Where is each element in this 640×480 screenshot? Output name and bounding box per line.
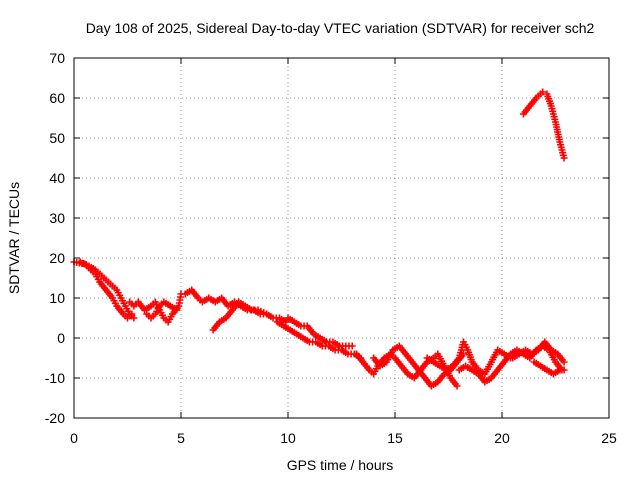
data-point-marker xyxy=(348,342,356,350)
grid-lines xyxy=(74,58,609,418)
x-tick-label: 0 xyxy=(70,430,78,446)
y-tick-label: -20 xyxy=(45,410,65,426)
data-point-marker xyxy=(263,310,271,318)
y-axis-label: SDTVAR / TECUs xyxy=(6,182,22,294)
series-track-g xyxy=(284,314,356,350)
data-point-marker xyxy=(539,88,547,96)
series-track-m xyxy=(509,338,568,366)
y-tick-label: 20 xyxy=(49,250,65,266)
data-point-marker xyxy=(453,382,461,390)
x-tick-label: 20 xyxy=(494,430,510,446)
y-tick-label: 10 xyxy=(49,290,65,306)
data-point-marker xyxy=(560,154,568,162)
y-tick-label: 40 xyxy=(49,170,65,186)
x-axis-label: GPS time / hours xyxy=(287,457,394,473)
data-point-marker xyxy=(560,366,568,374)
series-track-b xyxy=(76,258,138,322)
x-tick-label: 5 xyxy=(177,430,185,446)
y-tick-label: 0 xyxy=(57,330,65,346)
x-tick-label: 25 xyxy=(601,430,617,446)
data-points xyxy=(70,88,568,390)
data-point-marker xyxy=(560,358,568,366)
y-tick-label: 60 xyxy=(49,90,65,106)
series-track-f xyxy=(209,298,271,334)
x-tick-label: 10 xyxy=(280,430,296,446)
chart-title: Day 108 of 2025, Sidereal Day-to-day VTE… xyxy=(86,20,595,36)
y-tick-label: 30 xyxy=(49,210,65,226)
y-tick-label: 70 xyxy=(49,50,65,66)
y-tick-label: -10 xyxy=(45,370,65,386)
data-point-marker xyxy=(130,314,138,322)
data-point-marker xyxy=(173,306,181,314)
axis-ticks: 0 5 10 15 20 25 -20 -10 0 10 20 30 40 50 60 70 xyxy=(45,50,617,446)
y-tick-label: 50 xyxy=(49,130,65,146)
plot-frame xyxy=(73,57,610,419)
x-tick-label: 15 xyxy=(387,430,403,446)
series-track-n xyxy=(530,358,568,378)
series-track-o xyxy=(519,88,568,162)
series-track-d xyxy=(143,298,181,322)
